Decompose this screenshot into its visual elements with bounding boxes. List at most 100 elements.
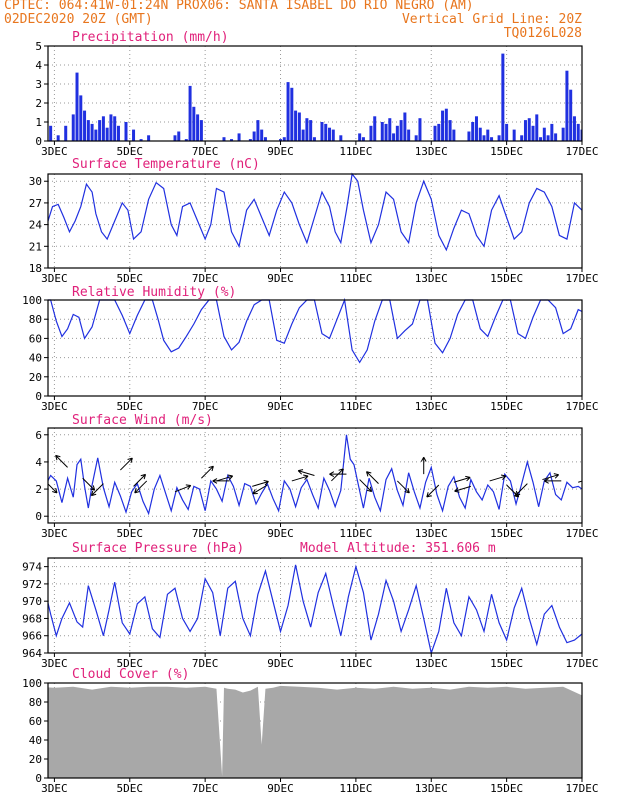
plot-area — [48, 685, 582, 778]
x-tick-label: 11DEC — [339, 400, 372, 413]
wind-arrow — [48, 483, 58, 494]
wind-arrow — [454, 485, 471, 493]
y-tick-label: 970 — [22, 595, 42, 608]
y-tick-label: 2 — [35, 97, 42, 110]
y-tick-label: 40 — [29, 352, 42, 365]
x-tick-label: 11DEC — [339, 782, 372, 795]
series-line — [48, 297, 582, 364]
x-tick-label: 13DEC — [415, 272, 448, 285]
x-tick-label: 17DEC — [565, 272, 598, 285]
panel-title: Relative Humidity (%) — [72, 285, 236, 300]
series-line — [48, 434, 582, 516]
precip-bar — [320, 122, 324, 141]
x-tick-label: 15DEC — [490, 272, 523, 285]
precip-bar — [83, 110, 87, 141]
wind-arrow — [426, 484, 440, 498]
precip-bar — [414, 135, 418, 141]
precip-bar — [173, 135, 177, 141]
wind-arrow — [82, 477, 96, 491]
x-tick-label: 17DEC — [565, 657, 598, 670]
precip-bar — [444, 108, 448, 141]
precip-bar — [139, 139, 143, 141]
precip-bar — [369, 125, 373, 141]
precip-bar — [113, 116, 117, 141]
x-tick-label: 9DEC — [267, 527, 294, 540]
precip-bar — [384, 123, 388, 141]
precip-bar — [42, 135, 45, 141]
precip-bar — [109, 114, 113, 141]
wind-arrow — [514, 483, 528, 497]
precip-bar — [30, 97, 33, 141]
precip-bar — [260, 129, 264, 141]
x-tick-label: 5DEC — [117, 657, 144, 670]
x-tick-label: 7DEC — [192, 145, 219, 158]
panel-1: 0 1 2 3 4 5 3DEC 5DEC 7DEC 9DEC 11DEC 13DEC 15DEC 17D… — [23, 30, 598, 158]
precip-bar — [572, 116, 576, 141]
precip-bar — [531, 125, 535, 141]
x-tick-label: 5DEC — [117, 145, 144, 158]
precip-bar — [569, 89, 573, 141]
x-tick-label: 5DEC — [117, 527, 144, 540]
y-tick-label: 18 — [29, 262, 42, 275]
x-tick-label: 11DEC — [339, 272, 372, 285]
y-tick-label: 60 — [29, 332, 42, 345]
precip-bar — [312, 137, 316, 141]
precip-bar — [539, 137, 543, 141]
precip-bar — [222, 137, 226, 141]
cloud-cover-area — [48, 685, 582, 778]
y-tick-label: 974 — [22, 561, 42, 574]
y-tick-label: 40 — [29, 734, 42, 747]
y-tick-label: 20 — [29, 753, 42, 766]
y-tick-label: 0 — [35, 510, 42, 523]
wind-arrow — [174, 484, 192, 493]
x-tick-label: 15DEC — [490, 400, 523, 413]
precip-bar — [23, 122, 26, 141]
x-tick-label: 7DEC — [192, 400, 219, 413]
precip-bar — [546, 135, 550, 141]
precip-bar — [523, 120, 527, 141]
x-tick-label: 13DEC — [415, 782, 448, 795]
y-tick-label: 1 — [35, 116, 42, 129]
wind-arrow — [489, 474, 507, 482]
precip-bar — [188, 85, 192, 141]
y-tick-label: 21 — [29, 240, 42, 253]
panel-6: 0 20 40 60 80 100 3DEC 5DEC 7DEC 9DEC 11DEC 13DEC 15… — [22, 667, 598, 795]
precip-bar — [561, 127, 565, 141]
y-tick-label: 966 — [22, 630, 42, 643]
precip-bar — [467, 131, 471, 141]
precip-bar — [184, 139, 188, 141]
precip-bar — [282, 137, 286, 141]
precip-bar — [294, 110, 298, 141]
precip-bar — [328, 127, 332, 141]
y-tick-label: 80 — [29, 696, 42, 709]
x-tick-label: 15DEC — [490, 782, 523, 795]
x-tick-label: 7DEC — [192, 272, 219, 285]
wind-arrow — [297, 469, 315, 476]
x-tick-label: 9DEC — [267, 272, 294, 285]
precip-bar — [550, 123, 554, 141]
wind-arrow — [420, 456, 427, 475]
panel-frame — [47, 427, 583, 524]
precip-bar — [90, 123, 94, 141]
header-location: CPTEC: 064:41W-01:24N PROX06: SANTA ISAB… — [4, 0, 474, 13]
panel-5: 964 966 968 970 972 974 3DEC 5DEC 7DEC 9DEC 11DEC 1… — [22, 541, 598, 670]
precip-bar — [324, 123, 328, 141]
precip-bar — [471, 122, 475, 141]
precip-bar — [437, 123, 441, 141]
precip-bar — [256, 120, 260, 141]
wind-arrow — [134, 480, 148, 494]
y-tick-label: 20 — [29, 371, 42, 384]
precip-bar — [71, 114, 75, 141]
precip-bar — [486, 129, 490, 141]
wind-arrow — [329, 471, 347, 477]
precip-bar — [230, 139, 234, 141]
y-tick-label: 100 — [22, 677, 42, 690]
precip-bar — [565, 70, 569, 141]
x-tick-label: 9DEC — [267, 400, 294, 413]
y-tick-label: 30 — [29, 175, 42, 188]
precip-bar — [407, 129, 411, 141]
precip-bar — [297, 112, 301, 141]
precip-bar — [79, 95, 83, 141]
panel-2: 18 21 24 27 30 3DEC 5DEC 7DEC 9DEC 11DEC 13DEC 15DE… — [29, 157, 599, 285]
